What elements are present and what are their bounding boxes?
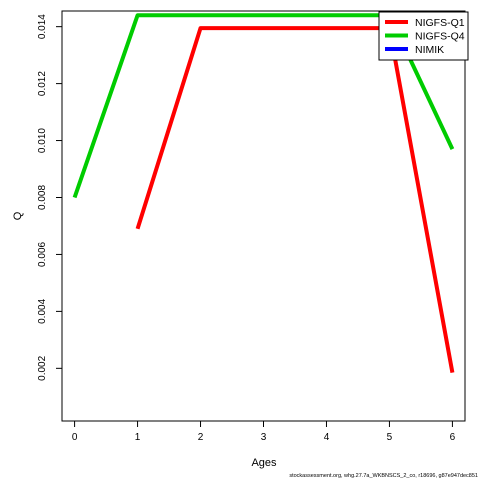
y-tick-label: 0.012 [37,71,48,96]
y-axis-title: Q [12,211,24,220]
y-tick-label: 0.004 [37,298,48,323]
plot-area [61,10,466,422]
x-tick-label: 5 [387,432,393,443]
x-axis: 0 1 2 3 4 5 6 [72,420,456,443]
plot-frame [61,10,466,422]
legend-label-nigfs-q1: NIGFS-Q1 [415,17,465,29]
series-layer [72,13,455,373]
series-line-nigfs-q1 [135,26,455,373]
x-tick-label: 2 [198,432,204,443]
x-tick-label: 3 [261,432,267,443]
y-tick-label: 0.008 [37,185,48,210]
y-tick-label: 0.010 [37,128,48,153]
x-tick-label: 1 [135,432,141,443]
x-tick-label: 0 [72,432,78,443]
y-tick-label: 0.014 [37,14,48,39]
footer-text: stockassessment.org, whg.27.7a_WKBNSCS_2… [289,473,478,479]
x-axis-title: Ages [251,457,277,469]
y-axis: 0.002 0.004 0.006 0.008 0.010 0.012 0.014 [37,14,63,381]
x-tick-label: 6 [450,432,456,443]
legend-label-nimik: NIMIK [415,44,444,56]
x-tick-label: 4 [324,432,330,443]
y-tick-label: 0.002 [37,355,48,380]
legend-label-nigfs-q4: NIGFS-Q4 [415,30,465,42]
y-tick-label: 0.006 [37,241,48,266]
